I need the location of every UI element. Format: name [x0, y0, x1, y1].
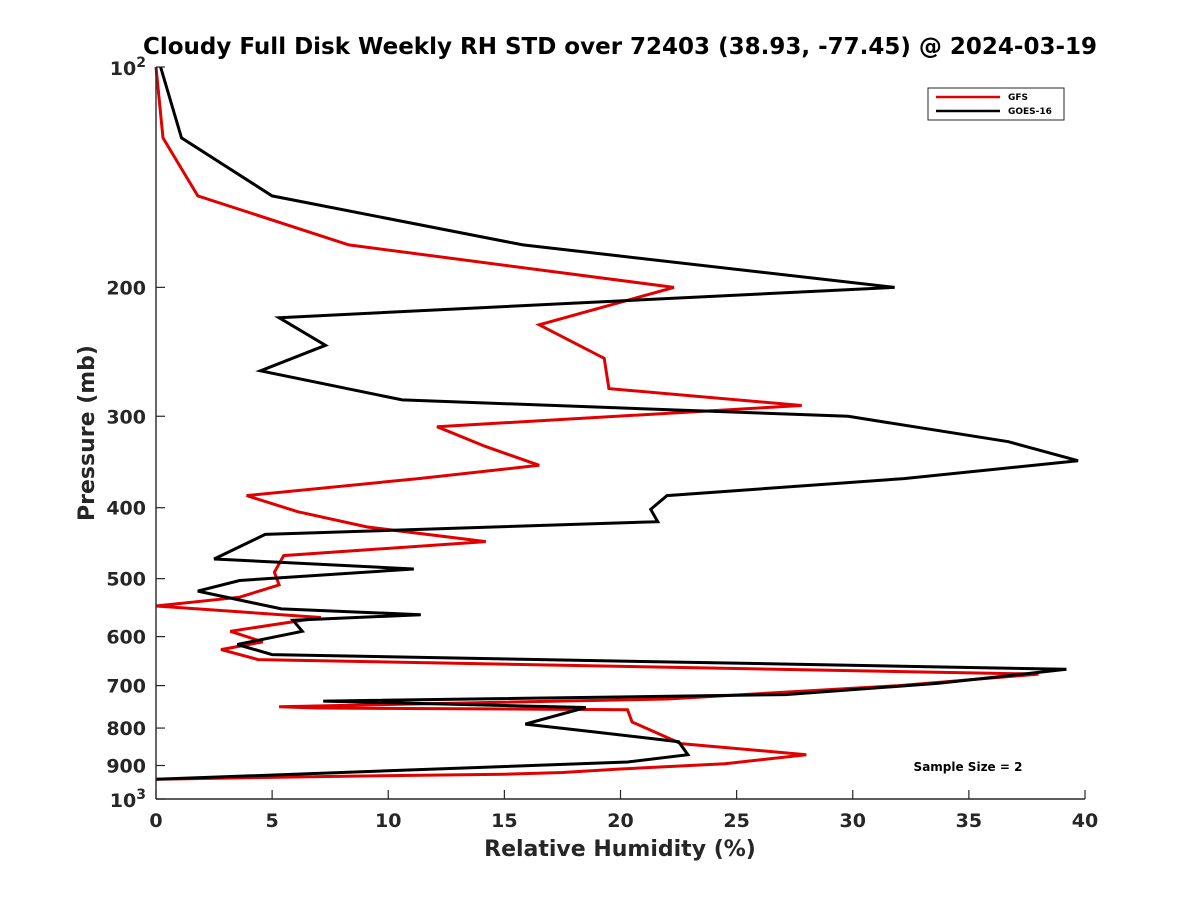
- y-tick-label-base: 10: [110, 58, 136, 80]
- x-tick-label: 15: [491, 810, 517, 832]
- series-line-goes-16: [155, 66, 1079, 781]
- y-tick-label: 800: [106, 718, 146, 740]
- chart-title: Cloudy Full Disk Weekly RH STD over 7240…: [143, 34, 1097, 60]
- y-tick-label: 103: [110, 787, 146, 812]
- x-tick-label: 10: [375, 810, 401, 832]
- y-tick-label: 500: [106, 569, 146, 591]
- y-tick-label: 400: [106, 498, 146, 520]
- y-tick-label: 600: [106, 627, 146, 649]
- y-tick-label-base: 10: [110, 790, 136, 812]
- x-tick-label: 20: [607, 810, 633, 832]
- legend-label-goes16: GOES-16: [1008, 107, 1052, 117]
- x-tick-label: 35: [956, 810, 982, 832]
- x-tick-label: 25: [723, 810, 749, 832]
- y-tick-label: 200: [106, 277, 146, 299]
- legend-box: [927, 87, 1065, 121]
- y-tick-label: 300: [106, 406, 146, 428]
- x-tick-label: 5: [266, 810, 279, 832]
- y-tick-label: 102: [110, 55, 146, 80]
- y-tick-label: 700: [106, 676, 146, 698]
- series-line-gfs: [154, 66, 1039, 781]
- x-tick-label: 0: [149, 810, 162, 832]
- y-tick-label-exponent: 3: [136, 787, 146, 803]
- y-tick-label-exponent: 2: [136, 55, 146, 71]
- y-axis-label: Pressure (mb): [75, 345, 100, 521]
- y-tick-label: 900: [106, 756, 146, 778]
- legend: GFS GOES-16: [927, 87, 1065, 121]
- x-ticks: 0 5 10 15 20 25 30 35 40: [149, 790, 1098, 832]
- x-axis-label: Relative Humidity (%): [484, 837, 756, 862]
- legend-label-gfs: GFS: [1008, 93, 1028, 103]
- x-tick-label: 30: [840, 810, 866, 832]
- x-tick-label: 40: [1072, 810, 1098, 832]
- plot-area: [154, 66, 1079, 781]
- sample-size-annotation: Sample Size = 2: [914, 760, 1023, 774]
